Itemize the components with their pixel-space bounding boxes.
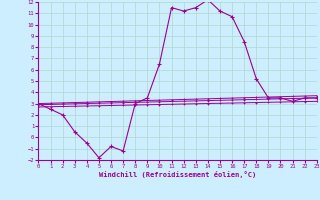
X-axis label: Windchill (Refroidissement éolien,°C): Windchill (Refroidissement éolien,°C): [99, 171, 256, 178]
